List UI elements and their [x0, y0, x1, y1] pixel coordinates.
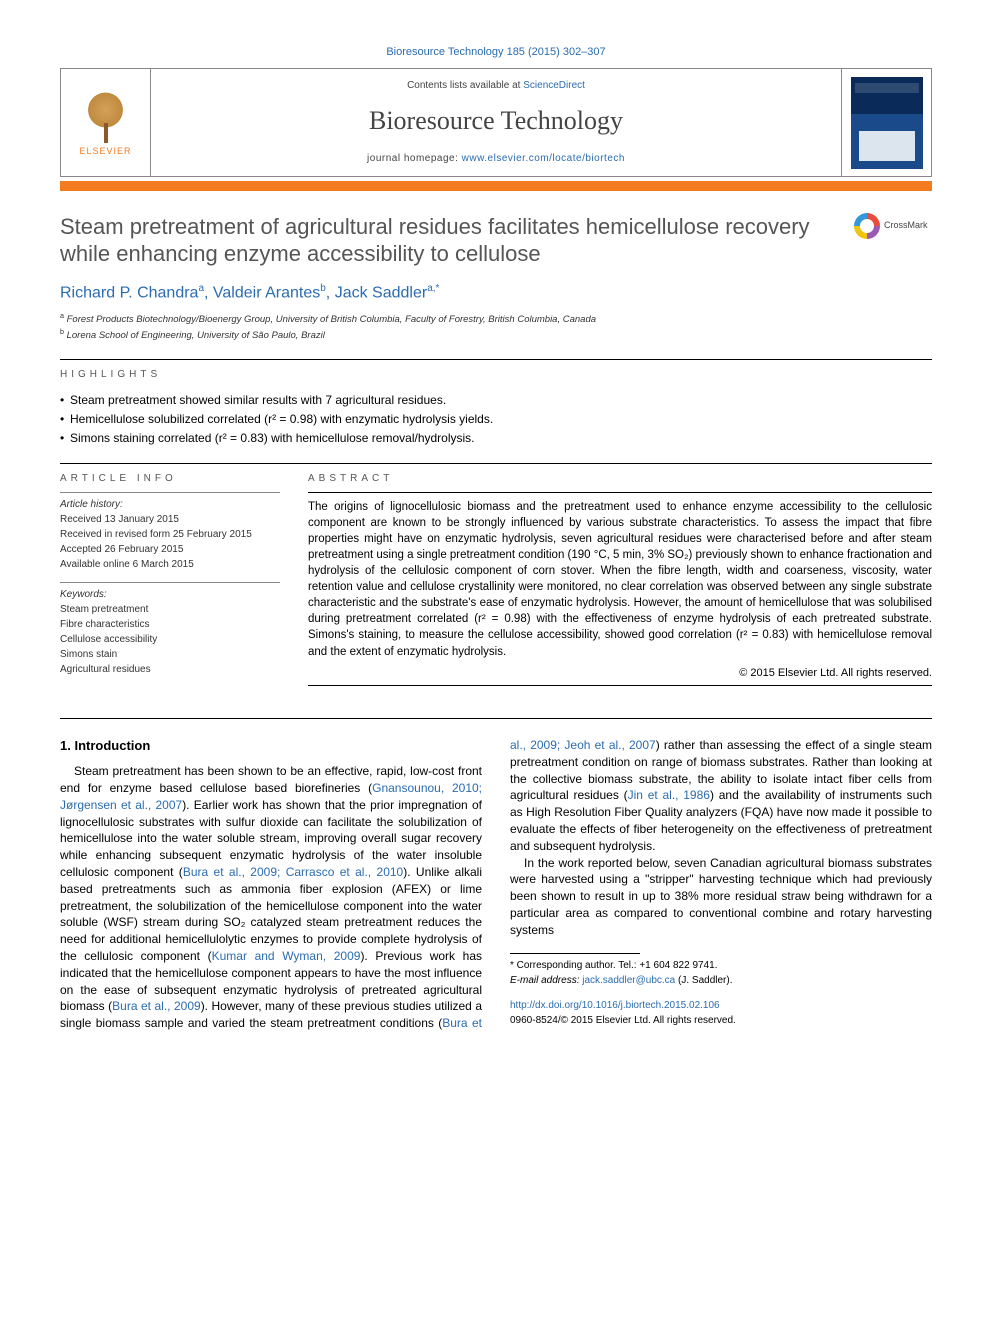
highlights-label: HIGHLIGHTS	[60, 368, 932, 382]
author-2[interactable]: Valdeir Arantes	[213, 284, 320, 301]
section-heading: 1. Introduction	[60, 737, 482, 755]
journal-header-mid: Contents lists available at ScienceDirec…	[151, 69, 841, 175]
contents-prefix: Contents lists available at	[407, 80, 523, 91]
footnote-separator	[510, 953, 640, 954]
doi-link[interactable]: http://dx.doi.org/10.1016/j.biortech.201…	[510, 1000, 720, 1011]
citation-link[interactable]: Jin et al., 1986	[628, 788, 710, 802]
corresponding-email-link[interactable]: jack.saddler@ubc.ca	[582, 975, 675, 986]
keywords-label: Keywords:	[60, 589, 107, 600]
history-line: Received 13 January 2015	[60, 514, 179, 525]
author-3[interactable]: Jack Saddler	[335, 284, 428, 301]
corresponding-star: *	[436, 283, 440, 294]
body-text: 1. Introduction Steam pretreatment has b…	[60, 737, 932, 1032]
article-info-label: ARTICLE INFO	[60, 472, 280, 486]
homepage-prefix: journal homepage:	[367, 153, 462, 164]
journal-homepage-link[interactable]: www.elsevier.com/locate/biortech	[462, 153, 625, 164]
affiliation-a: Forest Products Biotechnology/Bioenergy …	[67, 314, 596, 325]
highlight-item: Steam pretreatment showed similar result…	[60, 392, 932, 409]
email-tail: (J. Saddler).	[675, 975, 732, 986]
sciencedirect-link[interactable]: ScienceDirect	[523, 80, 585, 91]
contents-available-line: Contents lists available at ScienceDirec…	[159, 79, 833, 93]
highlight-item: Simons staining correlated (r² = 0.83) w…	[60, 430, 932, 447]
header-citation: Bioresource Technology 185 (2015) 302–30…	[60, 45, 932, 60]
keyword: Simons stain	[60, 649, 117, 660]
email-label: E-mail address:	[510, 975, 582, 986]
elsevier-tree-icon	[78, 88, 133, 143]
doi-block: http://dx.doi.org/10.1016/j.biortech.201…	[510, 998, 932, 1028]
history-line: Available online 6 March 2015	[60, 559, 194, 570]
issn-line: 0960-8524/© 2015 Elsevier Ltd. All right…	[510, 1015, 736, 1026]
crossmark-label: CrossMark	[884, 219, 928, 232]
elsevier-logo: ELSEVIER	[71, 88, 141, 158]
author-2-affil: b	[320, 283, 326, 294]
corresponding-author-note: * Corresponding author. Tel.: +1 604 822…	[510, 958, 932, 973]
keyword: Agricultural residues	[60, 664, 151, 675]
highlight-item: Hemicellulose solubilized correlated (r²…	[60, 411, 932, 428]
publisher-logo-cell: ELSEVIER	[61, 69, 151, 175]
journal-homepage-line: journal homepage: www.elsevier.com/locat…	[159, 152, 833, 166]
author-list: Richard P. Chandraa, Valdeir Arantesb, J…	[60, 282, 932, 305]
citation-link[interactable]: Bura et al., 2009; Carrasco et al., 2010	[183, 865, 403, 879]
keyword: Fibre characteristics	[60, 619, 149, 630]
highlights-list: Steam pretreatment showed similar result…	[60, 392, 932, 446]
history-line: Received in revised form 25 February 201…	[60, 529, 252, 540]
publisher-name: ELSEVIER	[79, 145, 131, 158]
affiliation-b: Lorena School of Engineering, University…	[67, 330, 325, 341]
crossmark-badge[interactable]: CrossMark	[854, 213, 932, 239]
keyword: Steam pretreatment	[60, 604, 148, 615]
citation-link[interactable]: Bura et al., 2009	[112, 999, 201, 1013]
journal-header-box: ELSEVIER Contents lists available at Sci…	[60, 68, 932, 176]
journal-cover-cell	[841, 69, 931, 175]
abstract-column: ABSTRACT The origins of lignocellulosic …	[308, 472, 932, 694]
footnotes: * Corresponding author. Tel.: +1 604 822…	[510, 958, 932, 988]
history-line: Accepted 26 February 2015	[60, 544, 183, 555]
journal-cover-thumb	[851, 77, 923, 169]
citation-link[interactable]: Kumar and Wyman, 2009	[212, 949, 361, 963]
body-paragraph: In the work reported below, seven Canadi…	[510, 855, 932, 939]
abstract-text: The origins of lignocellulosic biomass a…	[308, 499, 932, 660]
journal-name: Bioresource Technology	[159, 103, 833, 139]
author-1-affil: a	[198, 283, 204, 294]
author-1[interactable]: Richard P. Chandra	[60, 284, 198, 301]
author-3-affil: a,	[427, 283, 435, 294]
abstract-copyright: © 2015 Elsevier Ltd. All rights reserved…	[308, 666, 932, 681]
crossmark-icon	[854, 213, 880, 239]
accent-bar	[60, 181, 932, 191]
section-title: Introduction	[74, 738, 150, 753]
section-number: 1.	[60, 738, 71, 753]
history-label: Article history:	[60, 499, 123, 510]
article-title: Steam pretreatment of agricultural resid…	[60, 213, 838, 268]
affiliations: a Forest Products Biotechnology/Bioenerg…	[60, 311, 932, 344]
article-info-column: ARTICLE INFO Article history: Received 1…	[60, 472, 280, 694]
keyword: Cellulose accessibility	[60, 634, 157, 645]
abstract-label: ABSTRACT	[308, 472, 932, 486]
